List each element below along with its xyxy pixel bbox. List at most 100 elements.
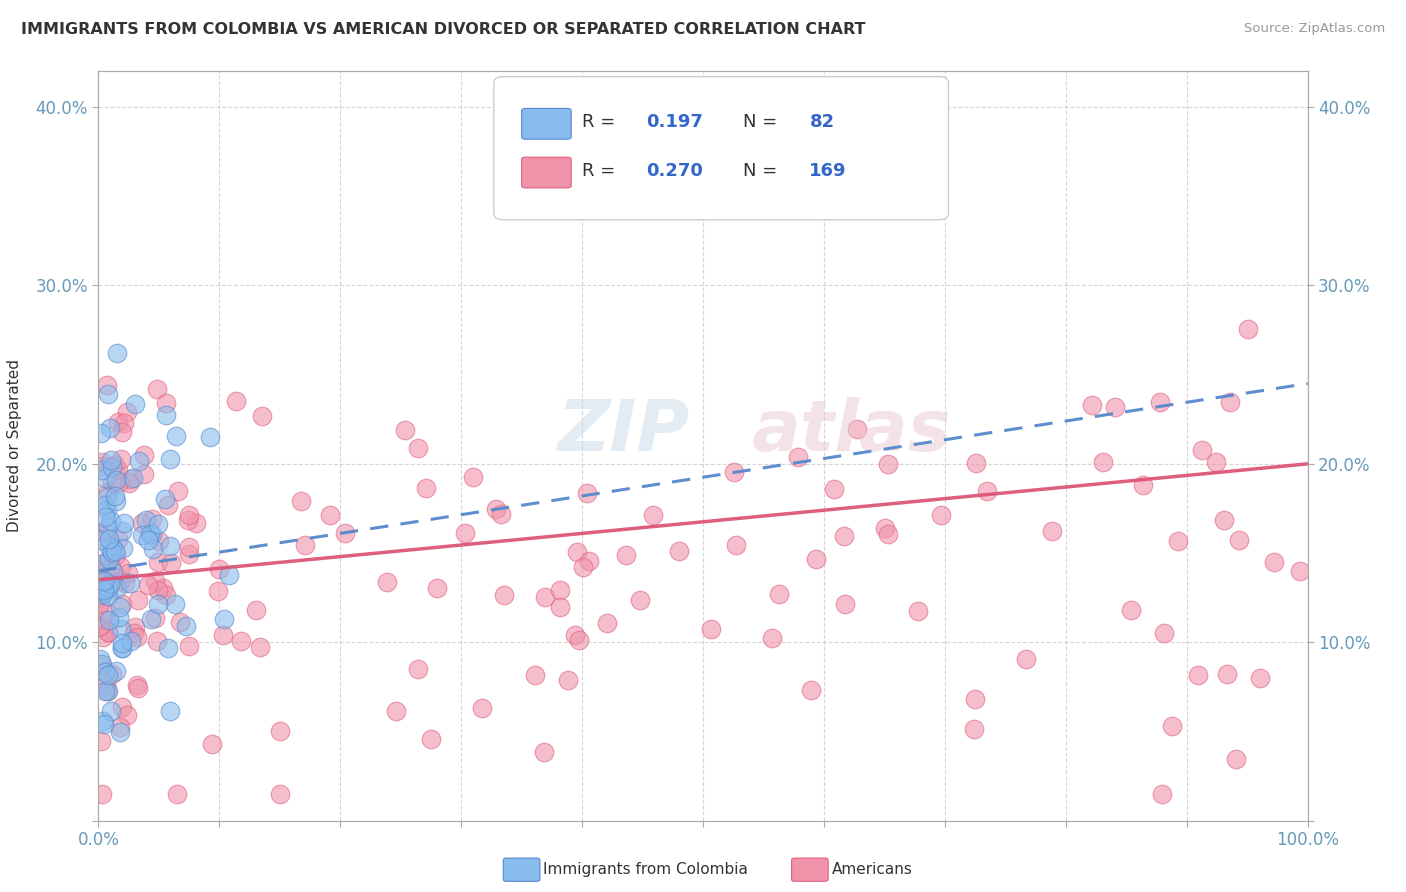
Text: 0.197: 0.197: [647, 113, 703, 131]
Point: [136, 533, 159, 548]
Point: [876, 457, 898, 471]
Point: [93, 583, 115, 598]
Point: [108, 720, 131, 734]
Point: [723, 465, 745, 479]
Point: [121, 471, 143, 485]
Point: [568, 633, 591, 648]
Point: [93, 510, 115, 524]
Point: [965, 456, 987, 470]
Point: [90, 425, 112, 440]
Point: [152, 581, 174, 595]
Point: [98, 421, 121, 435]
Point: [596, 615, 619, 630]
Point: [97, 625, 120, 640]
Point: [463, 470, 485, 484]
Point: [118, 475, 141, 490]
Point: [628, 592, 651, 607]
Point: [169, 615, 191, 630]
Point: [131, 516, 153, 530]
Point: [97, 683, 120, 698]
Point: [141, 512, 163, 526]
Point: [89, 619, 111, 633]
Point: [139, 526, 162, 541]
Text: IMMIGRANTS FROM COLOMBIA VS AMERICAN DIVORCED OR SEPARATED CORRELATION CHART: IMMIGRANTS FROM COLOMBIA VS AMERICAN DIV…: [21, 22, 866, 37]
Point: [494, 588, 516, 602]
Point: [110, 560, 132, 574]
Point: [572, 560, 595, 574]
Point: [907, 603, 929, 617]
Point: [115, 707, 138, 722]
Point: [146, 516, 169, 531]
Text: 0.270: 0.270: [647, 162, 703, 180]
Point: [91, 455, 114, 469]
Point: [800, 682, 823, 697]
Point: [1161, 719, 1184, 733]
Point: [294, 538, 316, 552]
Point: [523, 668, 546, 682]
Y-axis label: Divorced or Separated: Divorced or Separated: [7, 359, 21, 533]
Point: [110, 599, 132, 614]
Point: [97, 532, 120, 546]
Text: N =: N =: [742, 162, 783, 180]
Point: [415, 481, 437, 495]
Point: [94, 580, 117, 594]
Point: [724, 538, 747, 552]
Point: [97, 668, 120, 682]
Point: [200, 737, 222, 751]
Point: [112, 417, 135, 431]
Point: [166, 483, 188, 498]
Point: [125, 630, 148, 644]
Point: [136, 578, 159, 592]
Point: [1149, 394, 1171, 409]
Point: [91, 587, 114, 601]
Point: [557, 673, 579, 688]
Point: [700, 622, 723, 636]
Point: [101, 667, 124, 681]
Point: [1205, 455, 1227, 469]
Point: [406, 662, 429, 676]
Point: [97, 541, 120, 555]
Point: [110, 573, 132, 587]
Point: [159, 452, 181, 467]
Point: [290, 494, 312, 508]
Point: [117, 566, 139, 581]
Point: [100, 704, 122, 718]
Point: [100, 514, 122, 528]
Point: [101, 540, 124, 554]
Point: [96, 490, 118, 504]
Point: [245, 603, 267, 617]
Point: [319, 508, 342, 522]
Point: [124, 620, 146, 634]
Point: [100, 576, 122, 591]
Point: [104, 489, 127, 503]
Point: [100, 559, 122, 574]
Point: [89, 566, 111, 580]
Point: [107, 475, 129, 490]
Point: [804, 552, 827, 566]
Point: [179, 639, 201, 653]
FancyBboxPatch shape: [522, 109, 571, 139]
Point: [105, 346, 128, 360]
Point: [96, 527, 118, 541]
Point: [101, 475, 124, 489]
Point: [1213, 513, 1236, 527]
Point: [104, 544, 127, 558]
Text: 82: 82: [810, 113, 835, 131]
Point: [97, 485, 120, 500]
Point: [832, 529, 855, 543]
Point: [97, 520, 120, 534]
Point: [834, 598, 856, 612]
Text: ZIP: ZIP: [558, 397, 690, 466]
Point: [1015, 652, 1038, 666]
Text: 169: 169: [810, 162, 846, 180]
Point: [142, 541, 165, 556]
Text: atlas: atlas: [751, 397, 950, 466]
Point: [96, 503, 118, 517]
Point: [207, 583, 229, 598]
Point: [166, 787, 188, 801]
Point: [1150, 787, 1173, 801]
Point: [1227, 533, 1250, 547]
Point: [1104, 400, 1126, 414]
Point: [177, 513, 200, 527]
Point: [135, 513, 157, 527]
